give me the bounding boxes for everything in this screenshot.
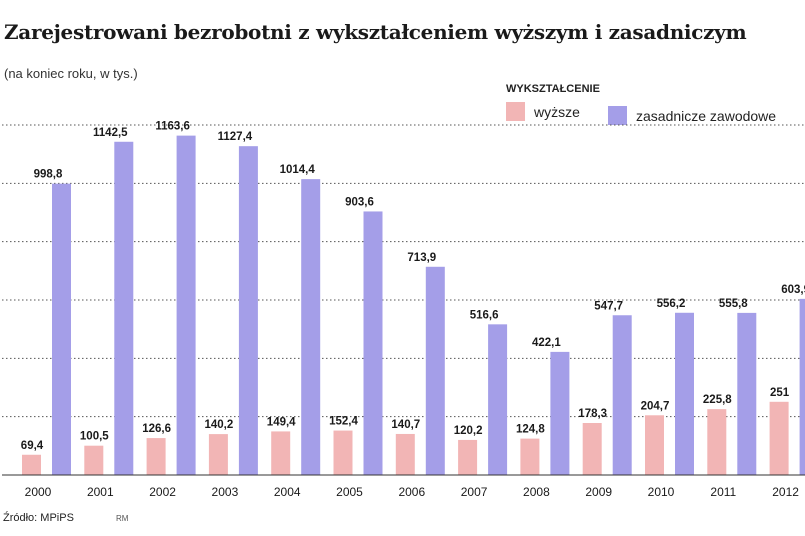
bar-zasadnicze [176,135,196,475]
x-tick-label: 2006 [398,485,425,499]
bar-wyzsze [146,438,166,475]
bar-zasadnicze [238,146,258,476]
bar-wyzsze [707,409,727,475]
data-label-wyzsze: 149,4 [267,416,296,428]
x-tick-label: 2004 [274,485,301,499]
bar-zasadnicze [675,312,694,475]
data-label-zasadnicze: 1127,4 [218,131,253,143]
bar-wyzsze [22,454,41,475]
x-tick-label: 2011 [710,485,736,499]
bar-zasadnicze [799,298,805,475]
data-label-wyzsze: 152,4 [329,416,358,428]
bar-zasadnicze [425,266,445,475]
bar-zasadnicze [550,351,570,475]
x-tick-label: 2005 [336,485,363,499]
bar-zasadnicze [114,141,134,476]
legend-title: WYKSZTAŁCENIE [506,83,600,95]
bar-wyzsze [333,430,353,475]
bar-zasadnicze [488,324,508,475]
x-tick-label: 2010 [648,485,675,499]
data-label-zasadnicze: 556,2 [657,298,686,310]
bar-zasadnicze [612,315,632,475]
bar-wyzsze [395,433,415,475]
data-label-wyzsze: 178,3 [578,408,607,420]
data-label-zasadnicze: 603,9 [781,284,805,296]
bar-wyzsze [271,431,291,475]
bar-zasadnicze [301,179,321,475]
x-tick-label: 2012 [772,485,799,499]
data-label-wyzsze: 225,8 [703,394,732,406]
author-initials: RM [116,514,129,523]
x-tick-label: 2003 [212,485,239,499]
legend-item-wyzsze: wyższe [506,102,580,121]
data-label-wyzsze: 126,6 [142,423,171,435]
x-tick-label: 2001 [87,485,114,499]
bar-wyzsze [520,438,540,475]
data-label-zasadnicze: 555,8 [719,298,748,310]
legend-label-wyzsze: wyższe [534,103,580,120]
x-tick-label: 2002 [149,485,176,499]
data-label-zasadnicze: 998,8 [34,169,63,181]
source-note: Źródło: MPiPS [3,512,74,524]
data-label-zasadnicze: 422,1 [532,337,561,349]
data-label-zasadnicze: 1014,4 [280,164,316,176]
bar-wyzsze [769,401,789,475]
data-label-wyzsze: 140,7 [391,419,420,431]
data-label-zasadnicze: 1163,6 [155,121,190,133]
bar-zasadnicze [363,211,383,475]
x-tick-label: 2008 [523,485,550,499]
bar-zasadnicze [52,183,71,475]
data-label-wyzsze: 124,8 [516,424,545,436]
data-label-zasadnicze: 903,6 [345,196,374,208]
bar-wyzsze [208,434,228,475]
bar-wyzsze [582,422,602,475]
legend-label-zasadnicze: zasadnicze zawodowe [636,107,777,124]
data-label-wyzsze: 120,2 [454,425,483,437]
data-label-wyzsze: 69,4 [21,440,44,452]
data-label-zasadnicze: 516,6 [470,309,499,321]
x-tick-label: 2009 [585,485,612,499]
bar-zasadnicze [737,312,757,475]
data-label-wyzsze: 204,7 [641,400,670,412]
bar-wyzsze [645,415,664,475]
data-label-wyzsze: 251 [770,387,790,399]
x-tick-label: 2000 [25,485,52,499]
bar-wyzsze [84,445,104,475]
data-label-wyzsze: 140,2 [205,419,234,431]
data-label-zasadnicze: 713,9 [407,252,436,264]
legend-swatch-zasadnicze [608,106,627,125]
legend-swatch-wyzsze [506,102,525,121]
x-tick-label: 2007 [461,485,488,499]
data-label-zasadnicze: 1142,5 [93,127,128,139]
chart-subtitle: (na koniec roku, w tys.) [4,66,138,81]
data-label-zasadnicze: 547,7 [594,300,623,312]
chart-title: Zarejestrowani bezrobotni z wykształceni… [4,20,747,44]
data-label-wyzsze: 100,5 [80,431,109,443]
bar-wyzsze [458,439,478,475]
legend-item-zasadnicze: zasadnicze zawodowe [608,106,776,125]
